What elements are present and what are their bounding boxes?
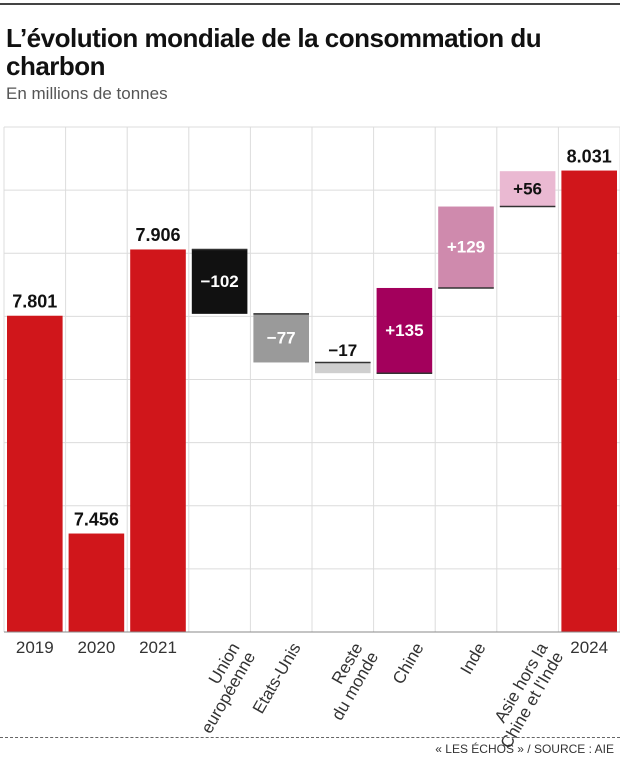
bar (315, 362, 371, 374)
bar (438, 206, 494, 288)
chart: 7.801 7.456 7.906 −102 −77 −17 +135 +129 +56 8.03… (3, 126, 620, 633)
bar (253, 313, 309, 363)
bar (68, 533, 125, 632)
bar (130, 249, 186, 632)
x-tick-label: 2024 (570, 638, 609, 657)
data-label: 8.031 (567, 146, 612, 166)
chart-subtitle: En millions de tonnes (6, 84, 168, 103)
data-label: −17 (328, 341, 357, 360)
footer-rule (0, 737, 620, 738)
data-label: −77 (267, 329, 296, 348)
data-label: +56 (513, 179, 542, 198)
x-tick-label: 2020 (77, 638, 116, 657)
data-label: +129 (447, 238, 485, 257)
data-label: +135 (385, 321, 423, 340)
data-label: 7.906 (135, 225, 180, 245)
bar (7, 315, 63, 632)
top-rule (0, 3, 620, 5)
bar (499, 171, 556, 207)
data-label: 7.456 (74, 509, 119, 529)
chart-title: L’évolution mondiale de la consommation … (6, 23, 542, 81)
data-label: −102 (200, 272, 238, 291)
page: L’évolution mondiale de la consommation … (0, 3, 620, 756)
bar (191, 249, 248, 314)
bar (561, 170, 617, 632)
x-tick-label: 2019 (15, 638, 54, 657)
source: « LES ÉCHOS » / SOURCE : AIE (435, 742, 614, 756)
data-label: 7.801 (12, 291, 57, 311)
bar (376, 287, 433, 374)
x-tick-label: 2021 (139, 638, 177, 657)
